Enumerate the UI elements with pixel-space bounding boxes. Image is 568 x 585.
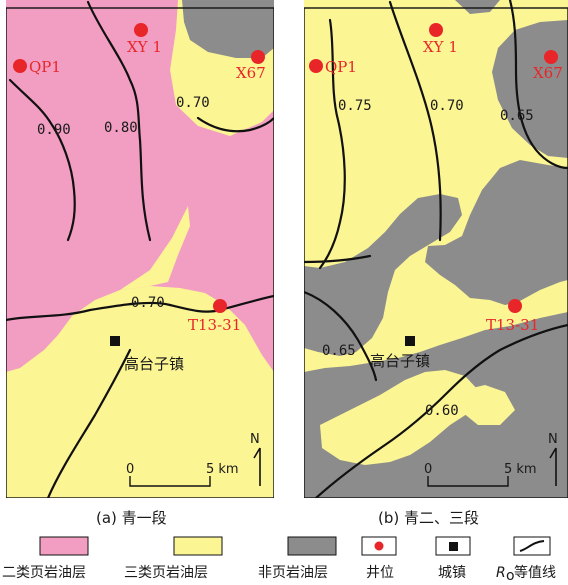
panel-b-contour-label-065b: 0.65 <box>322 343 356 359</box>
panel-a-class2-zone <box>6 0 274 372</box>
panel-a-map <box>6 0 274 498</box>
panel-a-well-x67-icon <box>251 50 265 64</box>
panel-b-contour-075 <box>318 18 346 270</box>
panel-a-well-qp1-icon <box>13 59 27 73</box>
panel-a-north-label: N <box>250 432 260 447</box>
panel-b-scale-zero: 0 <box>424 462 432 477</box>
panel-b-frame <box>304 7 568 498</box>
panel-a-contour-label-080: 0.80 <box>104 120 138 136</box>
panel-b-non-shale-west <box>304 194 462 356</box>
legend-contour-label: 等值线 <box>514 564 556 581</box>
panel-a-contour-label-090: 0.90 <box>37 122 71 138</box>
legend-class3-swatch <box>173 536 223 556</box>
panel-b-non-shale-east <box>425 160 568 305</box>
panel-b-scale-bar <box>427 476 509 487</box>
panel-b-contour-065-west <box>304 290 378 382</box>
panel-b-contour-060 <box>314 323 568 498</box>
legend-well-label: 井位 <box>366 565 394 581</box>
panel-a-contour-090 <box>8 78 76 242</box>
panel-a-town-icon <box>110 336 120 346</box>
panel-b-well-qp1-icon <box>309 59 323 73</box>
panel-a-frame <box>6 7 274 498</box>
panel-b-north-arrow-icon <box>549 447 557 486</box>
panel-a-caption: (a) 青一段 <box>96 509 167 527</box>
panel-b-contour-060-upper <box>304 254 372 264</box>
legend-non-shale-swatch <box>287 536 337 556</box>
panel-b-well-xy1-label: XY 1 <box>423 38 458 56</box>
panel-a-north-arrow-icon <box>253 447 261 486</box>
panel-b-contour-label-070: 0.70 <box>430 98 464 114</box>
legend-class3-label: 三类页岩油层 <box>124 565 208 581</box>
panel-b-well-qp1-label: QP1 <box>325 58 357 76</box>
panel-b-well-xy1-icon <box>429 23 443 37</box>
panel-a-scale-zero: 0 <box>126 462 134 477</box>
panel-a-scale-bar <box>129 476 211 487</box>
panel-a-class3-inlet <box>120 206 190 290</box>
panel-a-well-xy1-label: XY 1 <box>127 38 162 56</box>
panel-b-north-label: N <box>548 432 558 447</box>
panel-a-well-xy1-icon <box>134 23 148 37</box>
panel-a-contour-label-070a: 0.70 <box>176 95 210 111</box>
panel-b-non-shale-top <box>452 0 568 158</box>
panel-a-contour-080 <box>86 0 152 242</box>
panel-b-well-t1331-icon <box>508 299 522 313</box>
legend-contour-line-icon <box>519 540 545 552</box>
legend-contour-box <box>513 536 551 556</box>
panel-a-contour-label-070b: 0.70 <box>131 295 165 311</box>
panel-a-scale-five: 5 km <box>206 462 239 477</box>
panel-b-contour-label-060: 0.60 <box>425 403 459 419</box>
panel-a-contour-070-lower <box>6 294 274 322</box>
panel-b-well-x67-label: X67 <box>533 64 563 82</box>
panel-a-non-shale-zone <box>182 0 274 58</box>
panel-a-contour-070-sw <box>46 348 132 498</box>
panel-a-well-t1331-icon <box>213 299 227 313</box>
panel-b-contour-label-075: 0.75 <box>338 98 372 114</box>
legend-well-icon <box>374 541 384 551</box>
panel-a-well-x67-label: X67 <box>236 64 266 82</box>
panel-a-well-t1331-label: T13-31 <box>188 316 241 334</box>
legend-contour-symbol: R <box>496 565 506 581</box>
legend-class2-label: 二类页岩油层 <box>2 565 86 581</box>
panel-b-scale-five: 5 km <box>504 462 537 477</box>
legend-class2-swatch <box>39 536 89 556</box>
panel-b-contour-070 <box>388 0 442 242</box>
panel-a-town-label: 高台子镇 <box>124 355 184 373</box>
legend-contour-subscript: o <box>506 568 515 584</box>
panel-b-class3-island-small <box>455 385 515 425</box>
panel-b-class3-island <box>320 370 480 465</box>
legend-non-shale-label: 非页岩油层 <box>258 565 328 581</box>
legend: 二类页岩油层 三类页岩油层 非页岩油层 井位 城镇 R o 等值线 <box>2 536 556 584</box>
panel-b-town-label: 高台子镇 <box>370 352 430 370</box>
panel-a-contour-070-upper <box>196 116 274 133</box>
panel-a-well-qp1-label: QP1 <box>29 58 61 76</box>
legend-town-icon <box>449 542 458 551</box>
panel-b-contour-065-east <box>508 0 568 170</box>
panel-b-caption: (b) 青二、三段 <box>378 509 479 527</box>
panel-b-town-icon <box>405 336 415 346</box>
panel-b-well-x67-icon <box>544 50 558 64</box>
legend-town-label: 城镇 <box>438 565 466 581</box>
panel-b-contour-label-065a: 0.65 <box>500 108 534 124</box>
panel-b-well-t1331-label: T13-31 <box>486 316 539 334</box>
panel-b-map <box>304 0 568 498</box>
